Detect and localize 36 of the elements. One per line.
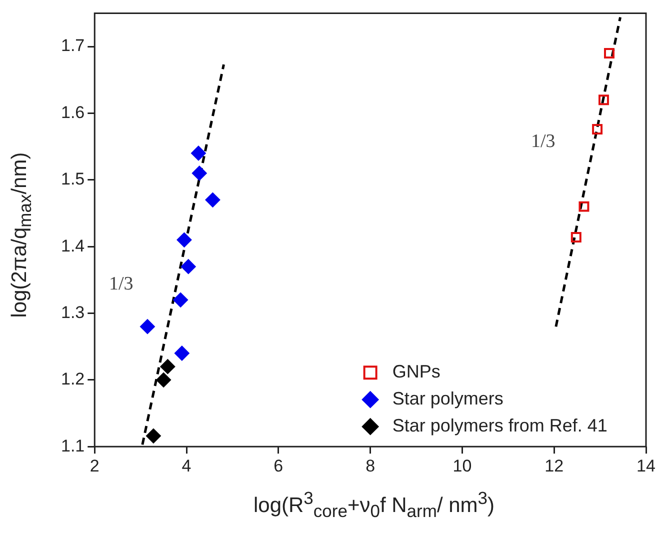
point (592, 124, 603, 134)
point (190, 146, 206, 161)
y-tick-label: 1.4 (60, 236, 85, 256)
point (156, 372, 172, 388)
point (598, 94, 609, 106)
annotation: 1/3 (530, 130, 556, 152)
y-tick-label: 1.2 (60, 370, 85, 389)
point (140, 319, 155, 334)
point (176, 232, 192, 248)
point (192, 166, 207, 181)
point (173, 292, 188, 308)
point (570, 232, 582, 242)
x-tick-label: 8 (366, 456, 376, 476)
x-tick-label: 2 (90, 456, 100, 476)
point (604, 48, 614, 58)
annotation: 1/3 (108, 274, 134, 295)
x-tick-label: 4 (182, 456, 192, 476)
y-tick-label: 1.7 (60, 36, 85, 56)
x-tick-label: 10 (452, 456, 472, 476)
point (180, 259, 196, 274)
legend-label: Star polymers from Ref. 41 (392, 416, 608, 436)
y-tick-label: 1.6 (60, 102, 85, 122)
point (174, 346, 190, 361)
x-tick-label: 12 (544, 456, 564, 476)
x-tick-label: 6 (274, 456, 284, 476)
point (160, 359, 176, 374)
y-tick-label: 1.3 (60, 302, 85, 322)
x-tick-label: 14 (636, 456, 656, 476)
text: log(R$^{3}$$_{core}$+ν$_{0}$f N$_{arm}$/ nm$^{3}$) (253, 488, 495, 522)
legend-label: GNPs (392, 362, 440, 382)
y-tick-label: 1.5 (60, 170, 85, 189)
y-tick-label: 1.1 (60, 436, 85, 456)
legend-label: Star polymers (392, 388, 504, 409)
point (578, 201, 590, 212)
point (146, 428, 161, 444)
point (205, 192, 220, 208)
